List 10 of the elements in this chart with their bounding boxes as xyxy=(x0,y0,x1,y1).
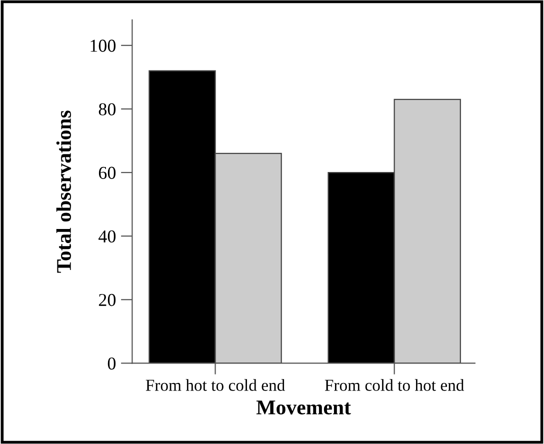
y-axis-title: Total observations xyxy=(56,110,72,273)
y-tick-label: 60 xyxy=(98,166,116,179)
y-tick-label: 80 xyxy=(98,103,116,116)
y-tick-label: 20 xyxy=(98,294,116,306)
x-axis-title: Movement xyxy=(256,400,351,414)
y-tick-label: 100 xyxy=(90,40,116,52)
x-tick-label: From hot to cold end xyxy=(146,379,285,391)
y-tick-label: 40 xyxy=(98,230,116,243)
y-tick-label: 0 xyxy=(108,357,116,370)
x-tick-label: From cold to hot end xyxy=(324,379,464,391)
